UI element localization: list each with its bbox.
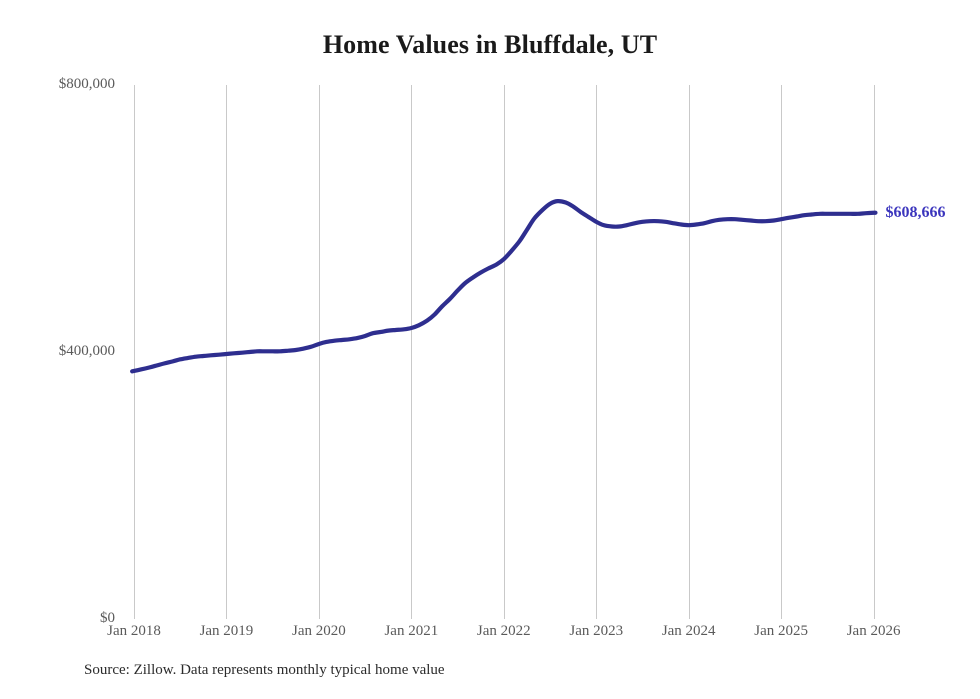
y-tick-0: $0 (100, 610, 115, 626)
x-tick-2024: Jan 2024 (661, 623, 716, 639)
gridline-2018 (133, 85, 135, 619)
gridline-2026 (873, 85, 875, 619)
x-tick-2026: Jan 2026 (846, 623, 901, 639)
x-tick-2023: Jan 2023 (569, 623, 624, 639)
gridline-2024 (688, 85, 690, 619)
x-tick-2019: Jan 2019 (199, 623, 254, 639)
end-value-annotation: $608,666 (885, 203, 946, 221)
y-tick-400000: $400,000 (58, 343, 115, 359)
x-tick-2021: Jan 2021 (384, 623, 439, 639)
x-tick-2020: Jan 2020 (292, 623, 346, 639)
x-tick-2025: Jan 2025 (754, 623, 809, 639)
gridline-2020 (318, 85, 320, 619)
chart-title: Home Values in Bluffdale, UT (322, 30, 658, 59)
x-tick-2018: Jan 2018 (107, 623, 161, 639)
y-tick-800000: $800,000 (58, 76, 115, 92)
gridline-2019 (225, 85, 227, 619)
gridline-2023 (595, 85, 597, 619)
gridline-2025 (780, 85, 782, 619)
gridline-2021 (410, 85, 412, 619)
x-tick-2022: Jan 2022 (476, 623, 531, 639)
gridline-2022 (503, 85, 505, 619)
source-note: Source: Zillow. Data represents monthly … (84, 662, 445, 678)
